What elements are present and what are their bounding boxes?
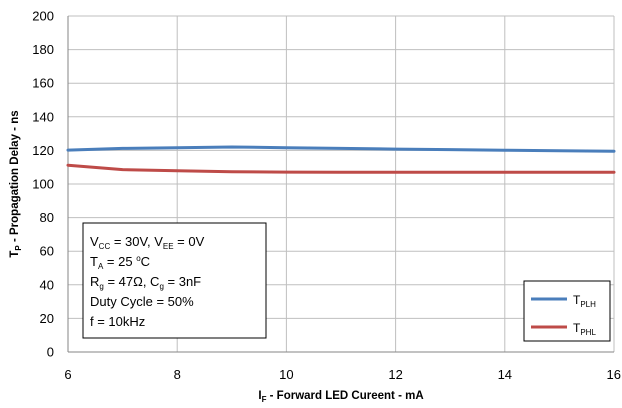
y-tick-label: 20 bbox=[40, 311, 54, 326]
series-line-tphl bbox=[66, 163, 616, 174]
legend-frame bbox=[523, 280, 611, 342]
plot-frame bbox=[67, 16, 614, 353]
annotation-frame bbox=[82, 222, 267, 339]
y-tick-label: 60 bbox=[40, 244, 54, 259]
y-tick-label: 200 bbox=[32, 9, 54, 24]
x-tick-label: 8 bbox=[174, 367, 181, 382]
series-lines bbox=[66, 145, 616, 174]
annotation-line: Duty Cycle = 50% bbox=[90, 294, 194, 309]
annotation-line: Rg = 47Ω, Cg = 3nF bbox=[90, 274, 201, 291]
annotation-line: TA = 25 oC bbox=[90, 254, 150, 271]
x-axis-title: IF - Forward LED Cureent - mA bbox=[258, 390, 423, 404]
y-tick-label: 40 bbox=[40, 277, 54, 292]
y-axis-title: TP - Propagation Delay - ns bbox=[9, 110, 23, 257]
x-tick-label: 14 bbox=[498, 367, 512, 382]
y-axis-tick-labels: 0 20 40 60 80 100 120 140 160 180 200 bbox=[32, 9, 54, 360]
y-tick-label: 120 bbox=[32, 143, 54, 158]
x-tick-label: 16 bbox=[607, 367, 621, 382]
conditions-annotation-box: VCC = 30V, VEE = 0V TA = 25 oC Rg = 47Ω, C… bbox=[82, 222, 267, 339]
y-tick-label: 160 bbox=[32, 76, 54, 91]
legend-label: TPLH bbox=[573, 293, 596, 309]
x-tick-label: 10 bbox=[279, 367, 293, 382]
y-tick-label: 0 bbox=[47, 345, 54, 360]
y-tick-label: 180 bbox=[32, 42, 54, 57]
legend-label: TPHL bbox=[573, 321, 596, 337]
x-axis-tick-labels: 6 8 10 12 14 16 bbox=[64, 367, 621, 382]
y-tick-label: 140 bbox=[32, 109, 54, 124]
annotation-line: VCC = 30V, VEE = 0V bbox=[90, 234, 205, 251]
annotation-line: f = 10kHz bbox=[90, 314, 145, 329]
legend: TPLH TPHL bbox=[523, 280, 611, 342]
x-tick-label: 12 bbox=[388, 367, 402, 382]
y-tick-label: 100 bbox=[32, 177, 54, 192]
series-line-tplh bbox=[66, 145, 616, 153]
y-tick-label: 80 bbox=[40, 210, 54, 225]
x-tick-label: 6 bbox=[64, 367, 71, 382]
